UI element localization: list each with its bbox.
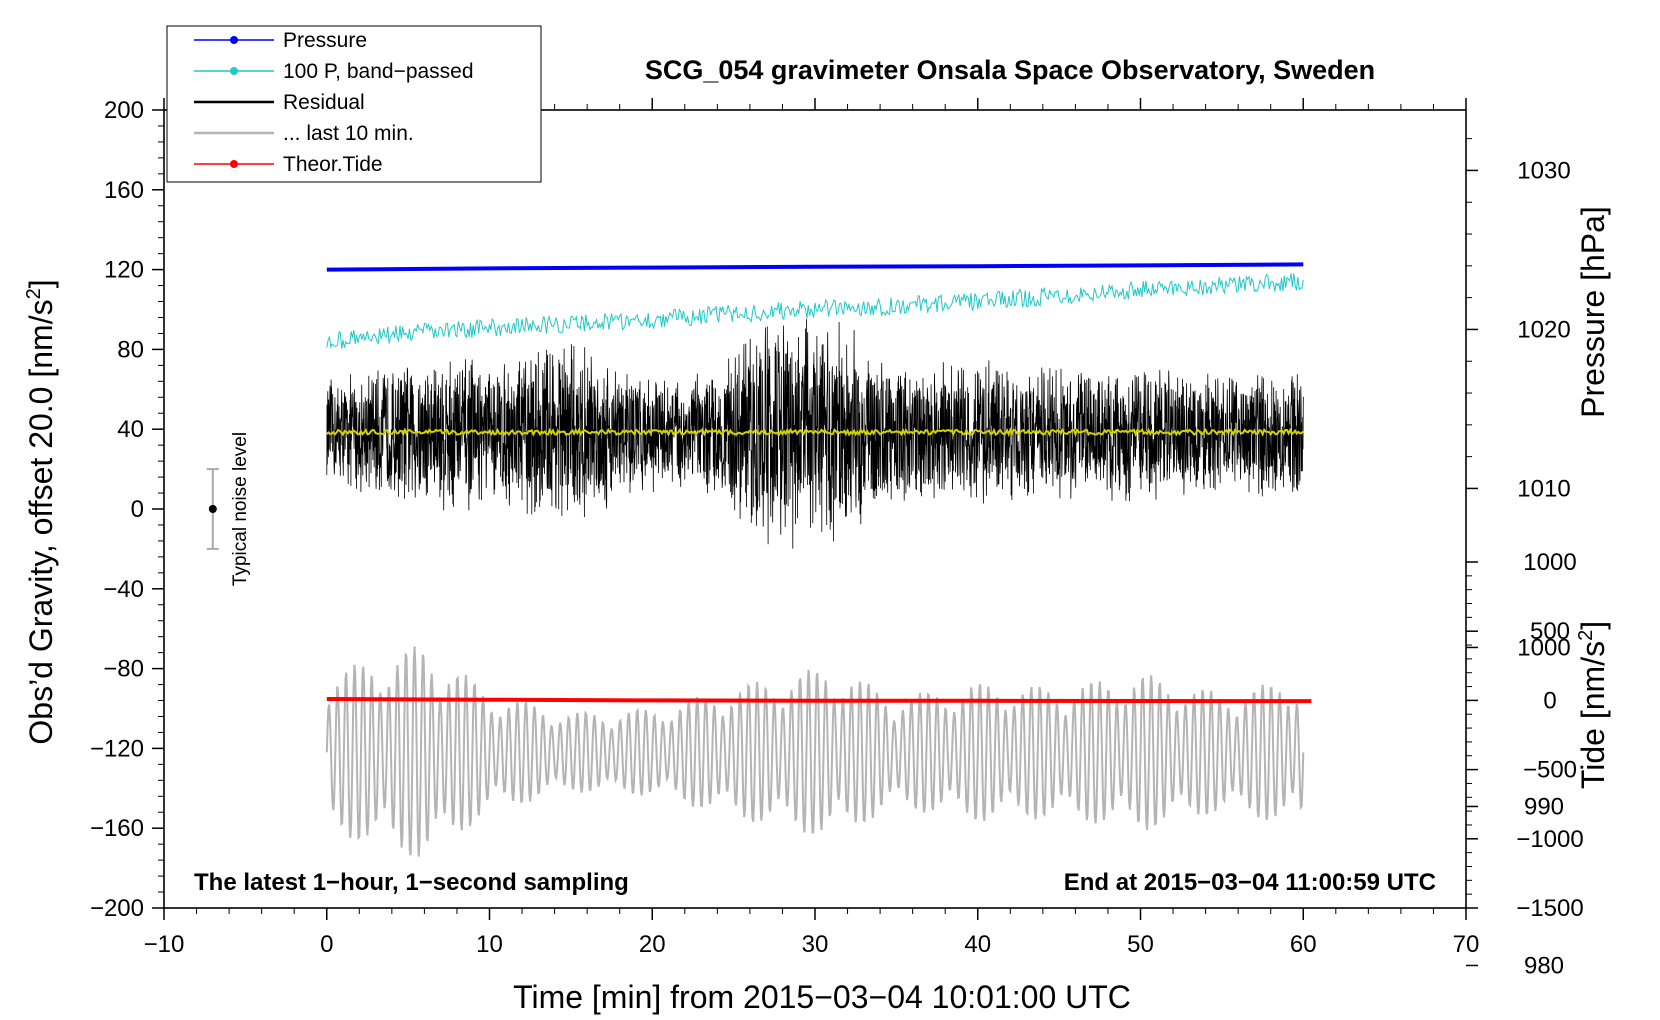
ticks-layer: −10 0 10 20 30 40 50 60 70−200−160−120−80−400408… bbox=[90, 97, 1584, 979]
pressure-tick-label: 1010 bbox=[1517, 475, 1570, 502]
x-tick-label: 70 bbox=[1453, 931, 1480, 958]
series-layer bbox=[325, 262, 1312, 857]
pressure-tick-label: 1020 bbox=[1517, 316, 1570, 343]
x-tick-label: 10 bbox=[476, 931, 503, 958]
noise-level-indicator: Typical noise level bbox=[206, 432, 251, 586]
tide-tick-label: 0 bbox=[1543, 687, 1556, 714]
legend-marker bbox=[230, 160, 238, 168]
y-tick-label: −160 bbox=[90, 815, 144, 842]
y-axis-title-sup: 2 bbox=[23, 288, 45, 299]
y-axis-title-main: Obs’d Gravity, offset 20.0 [nm/s bbox=[23, 299, 59, 744]
tide-axis-title-end: ] bbox=[1575, 621, 1611, 630]
series-last-10-min bbox=[325, 646, 1305, 857]
x-tick-label: 50 bbox=[1127, 931, 1154, 958]
y-tick-label: −80 bbox=[103, 656, 144, 683]
pressure-tick-label: 980 bbox=[1524, 952, 1564, 979]
legend-box bbox=[166, 25, 542, 183]
y-tick-label: −40 bbox=[103, 576, 144, 603]
tide-tick-label: −1000 bbox=[1516, 826, 1583, 853]
y-tick-label: 40 bbox=[117, 416, 144, 443]
legend-marker bbox=[230, 36, 238, 44]
y-axis-title: Obs’d Gravity, offset 20.0 [nm/s2] bbox=[23, 279, 59, 744]
tide-tick-label: −1500 bbox=[1516, 895, 1583, 922]
y-tick-label: 120 bbox=[104, 257, 144, 284]
tide-axis-title: Tide [nm/s2] bbox=[1575, 621, 1611, 789]
series-residual bbox=[326, 319, 1304, 549]
annotation-sampling: The latest 1−hour, 1−second sampling bbox=[194, 869, 629, 896]
tide-axis-title-sup: 2 bbox=[1575, 630, 1597, 641]
y-axis-title-end: ] bbox=[23, 279, 59, 288]
series-pressure bbox=[326, 262, 1304, 272]
y-tick-label: −120 bbox=[90, 735, 144, 762]
tide-tick-label: 500 bbox=[1530, 618, 1570, 645]
pressure-tick-label: 990 bbox=[1524, 793, 1564, 820]
legend-marker bbox=[230, 67, 238, 75]
legend: Pressure 100 P, band−passed Residual ... la… bbox=[166, 25, 542, 183]
y-tick-label: 200 bbox=[104, 97, 144, 124]
y-tick-label: −200 bbox=[90, 895, 144, 922]
pressure-axis-title: Pressure [hPa] bbox=[1575, 206, 1611, 418]
legend-label: Theor.Tide bbox=[283, 153, 383, 176]
chart-title: SCG_054 gravimeter Onsala Space Observat… bbox=[645, 55, 1375, 85]
tide-tick-label: −500 bbox=[1523, 757, 1577, 784]
noise-bar-label: Typical noise level bbox=[230, 432, 251, 586]
x-tick-label: 0 bbox=[320, 931, 333, 958]
series-residual-mean bbox=[326, 427, 1305, 438]
pressure-tick-label: 1000 bbox=[1517, 634, 1570, 661]
x-tick-label: 30 bbox=[802, 931, 829, 958]
legend-label: 100 P, band−passed bbox=[283, 60, 474, 83]
x-tick-label: 40 bbox=[964, 931, 991, 958]
pressure-tick-label: 1030 bbox=[1517, 157, 1570, 184]
x-tick-label: −10 bbox=[144, 931, 185, 958]
x-axis-title: Time [min] from 2015−03−04 10:01:00 UTC bbox=[513, 979, 1131, 1015]
y-tick-label: 80 bbox=[117, 336, 144, 363]
y-tick-label: 160 bbox=[104, 177, 144, 204]
series-theoretical-tide bbox=[326, 697, 1312, 704]
series-band-passed-pressure bbox=[326, 273, 1304, 349]
annotation-end-time: End at 2015−03−04 11:00:59 UTC bbox=[1064, 869, 1436, 896]
x-tick-label: 20 bbox=[639, 931, 666, 958]
tide-axis-title-main: Tide [nm/s bbox=[1575, 641, 1611, 789]
legend-items: Pressure 100 P, band−passed Residual ... la… bbox=[194, 29, 474, 176]
noise-bar-center bbox=[208, 505, 217, 513]
y-tick-label: 0 bbox=[131, 496, 144, 523]
legend-label: Residual bbox=[283, 91, 365, 114]
legend-label: ... last 10 min. bbox=[283, 122, 414, 145]
x-tick-label: 60 bbox=[1290, 931, 1317, 958]
tide-tick-label: 1000 bbox=[1523, 549, 1576, 576]
legend-label: Pressure bbox=[283, 29, 367, 52]
